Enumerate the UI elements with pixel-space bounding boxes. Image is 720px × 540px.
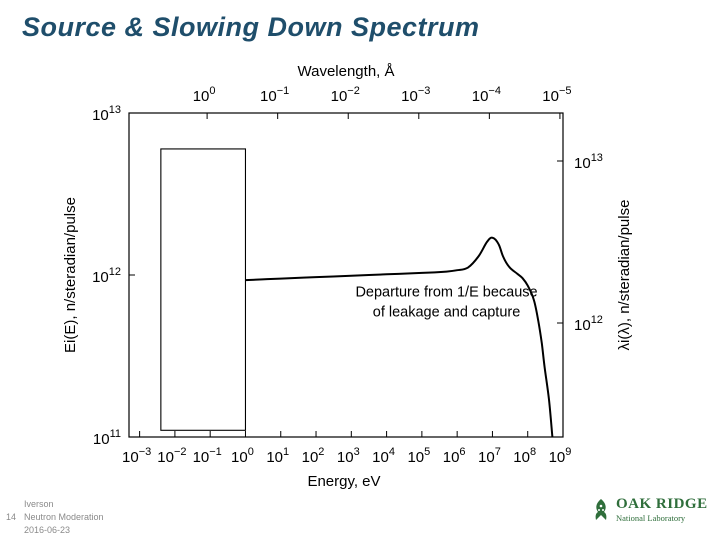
oak-ridge-logo: OAK RIDGE National Laboratory <box>590 496 718 526</box>
x-tick-label: 10−3 <box>122 446 151 466</box>
x-tick-label: 108 <box>513 446 536 466</box>
x-tick-label: 104 <box>372 446 395 466</box>
x2-axis-label: Wavelength, Å <box>298 63 395 80</box>
footer-author: Iverson <box>24 499 54 509</box>
x2-tick-label: 10−3 <box>401 85 430 105</box>
y2-tick-label: 1013 <box>574 152 603 172</box>
annotation-line-1: Departure from 1/E because <box>355 284 537 300</box>
slide-title: Source & Slowing Down Spectrum <box>22 12 480 42</box>
x-tick-label: 106 <box>443 446 466 466</box>
x-tick-label: 103 <box>337 446 360 466</box>
highlight-box <box>160 148 247 431</box>
footer-subject: Neutron Moderation <box>24 512 104 522</box>
y-tick-label: 1012 <box>92 266 121 286</box>
x-tick-label: 107 <box>478 446 501 466</box>
x-axis-label: Energy, eV <box>307 473 380 490</box>
oak-leaf-icon <box>595 499 607 520</box>
x2-tick-label: 100 <box>193 85 216 105</box>
x-tick-label: 10−2 <box>157 446 186 466</box>
x-tick-label: 100 <box>231 446 254 466</box>
logo-name: OAK RIDGE <box>616 496 708 512</box>
x-tick-label: 10−1 <box>193 446 222 466</box>
x-tick-label: 109 <box>549 446 572 466</box>
x2-tick-label: 10−4 <box>472 85 501 105</box>
y2-axis-label: λi(λ), n/steradian/pulse <box>616 200 633 351</box>
x-tick-label: 102 <box>302 446 325 466</box>
x2-tick-label: 10−2 <box>331 85 360 105</box>
x-tick-label: 105 <box>407 446 430 466</box>
logo-subtitle: National Laboratory <box>616 513 686 523</box>
y-axis-label: Ei(E), n/steradian/pulse <box>62 197 79 353</box>
x-axis-ticks: 10−3 10−2 10−1 100 101 102 103 104 105 106 107 108 1… <box>122 431 571 466</box>
x2-axis-ticks: 10−5 10−4 10−3 10−2 10−1 100 <box>193 85 572 119</box>
y2-axis-ticks: 1012 1013 <box>557 152 603 334</box>
x2-tick-label: 10−5 <box>542 85 571 105</box>
x-tick-label: 101 <box>266 446 289 466</box>
y2-tick-label: 1012 <box>574 314 603 334</box>
footer-date: 2016-06-23 <box>24 525 71 535</box>
y-tick-label: 1011 <box>93 428 121 448</box>
y-tick-label: 1013 <box>92 104 121 124</box>
y-axis-ticks: 1011 1012 1013 <box>92 104 135 448</box>
spectrum-line <box>245 236 554 438</box>
x2-tick-label: 10−1 <box>260 85 289 105</box>
annotation-line-2: of leakage and capture <box>373 304 521 320</box>
page-number: 14 <box>6 512 17 522</box>
